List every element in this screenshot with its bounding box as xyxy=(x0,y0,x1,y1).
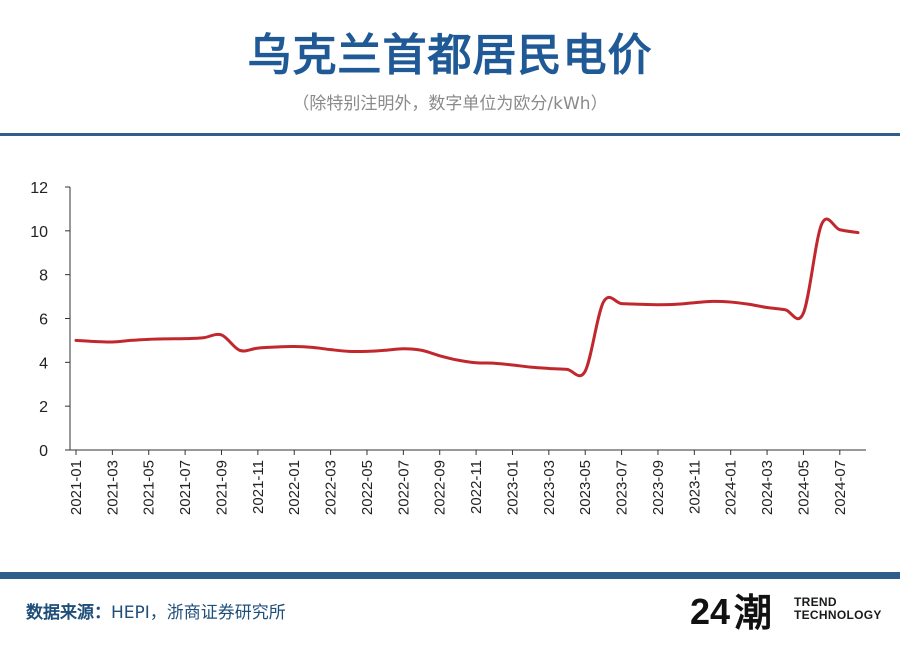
data-point xyxy=(566,368,568,370)
x-tick-label: 2021-07 xyxy=(177,460,194,515)
footer-divider xyxy=(0,572,900,579)
plot-area xyxy=(74,217,860,378)
logo-line-technology: TECHNOLOGY xyxy=(794,608,882,622)
brand-logo: 24 潮 TREND TECHNOLOGY xyxy=(690,588,882,640)
data-point xyxy=(366,350,368,352)
source-label: 数据来源： xyxy=(26,603,111,623)
data-point xyxy=(420,349,423,351)
x-tick-label: 2022-07 xyxy=(395,460,412,515)
data-point xyxy=(639,303,641,305)
series-line xyxy=(74,217,860,378)
x-tick-label: 2023-07 xyxy=(614,460,631,515)
data-point xyxy=(730,301,732,303)
x-tick-label: 2022-03 xyxy=(323,460,340,515)
y-tick-label: 10 xyxy=(30,224,48,241)
data-point xyxy=(184,338,186,340)
data-point xyxy=(257,347,259,349)
data-point xyxy=(111,341,113,343)
data-point xyxy=(602,301,604,303)
x-tick-label: 2023-11 xyxy=(686,460,703,514)
data-point xyxy=(784,309,786,311)
x-axis-ticks: 2021-01 2021-03 2021-05 2021-07 2021-09 2021-… xyxy=(68,450,849,515)
logo-glyph: 潮 xyxy=(734,591,772,635)
x-tick-label: 2023-03 xyxy=(541,460,558,515)
y-tick-label: 12 xyxy=(30,180,48,197)
x-tick-label: 2021-11 xyxy=(250,460,267,514)
logo-number: 24 xyxy=(690,591,730,632)
x-tick-label: 2022-09 xyxy=(432,460,449,515)
data-point xyxy=(439,355,441,357)
data-point xyxy=(475,362,477,364)
data-point xyxy=(402,348,404,350)
x-tick-label: 2024-03 xyxy=(759,460,776,515)
source-text: HEPI，浙商证券研究所 xyxy=(111,603,286,623)
data-point xyxy=(511,364,514,366)
source-note: 数据来源：HEPI，浙商证券研究所 xyxy=(26,601,286,625)
data-point xyxy=(75,339,77,342)
chart-axes xyxy=(69,187,866,451)
x-tick-label: 2024-01 xyxy=(723,460,740,515)
data-point xyxy=(802,312,805,314)
logo-line-trend: TREND xyxy=(794,595,837,609)
y-tick-label: 4 xyxy=(39,355,48,372)
x-tick-label: 2023-09 xyxy=(650,460,667,515)
x-tick-label: 2024-05 xyxy=(795,460,812,515)
data-point xyxy=(748,303,750,305)
data-point xyxy=(839,229,841,231)
data-point xyxy=(348,350,350,352)
data-point xyxy=(457,359,459,361)
data-point xyxy=(202,337,204,339)
data-point xyxy=(675,303,677,305)
data-point xyxy=(530,366,532,368)
x-tick-label: 2021-03 xyxy=(104,460,121,515)
data-point xyxy=(584,370,586,372)
data-point xyxy=(129,339,132,342)
x-tick-label: 2023-05 xyxy=(577,460,594,515)
data-point xyxy=(93,340,95,343)
logo-mark: 24 潮 xyxy=(690,591,772,635)
data-point xyxy=(821,223,823,225)
chart-subtitle: （除特别注明外，数字单位为欧分/kWh） xyxy=(292,94,608,114)
data-point xyxy=(293,345,295,348)
data-point xyxy=(620,302,623,305)
data-point xyxy=(857,231,859,234)
data-point xyxy=(384,349,386,351)
y-tick-label: 8 xyxy=(39,268,48,285)
x-tick-label: 2022-01 xyxy=(286,460,303,515)
x-tick-label: 2021-01 xyxy=(68,460,85,515)
data-point xyxy=(711,300,714,303)
data-point xyxy=(330,349,332,351)
x-tick-label: 2023-01 xyxy=(504,460,521,515)
data-point xyxy=(693,302,695,304)
data-point xyxy=(148,338,150,340)
data-point xyxy=(166,338,168,340)
x-tick-label: 2022-11 xyxy=(468,460,485,514)
chart-title: 乌克兰首都居民电价 xyxy=(247,30,653,81)
y-tick-label: 6 xyxy=(39,312,48,329)
data-point xyxy=(239,349,241,351)
data-point xyxy=(275,346,277,348)
y-tick-label: 0 xyxy=(39,443,48,460)
x-tick-label: 2022-05 xyxy=(359,460,376,515)
data-point xyxy=(766,306,768,309)
data-point xyxy=(657,304,659,306)
header-divider xyxy=(0,133,900,136)
x-tick-label: 2024-07 xyxy=(832,460,849,515)
y-axis-ticks: 0 2 4 6 8 10 12 xyxy=(30,180,70,460)
data-point xyxy=(493,362,495,364)
data-point xyxy=(311,346,314,349)
y-tick-label: 2 xyxy=(39,399,48,416)
x-tick-label: 2021-09 xyxy=(213,460,230,515)
data-point xyxy=(220,334,223,336)
data-point xyxy=(548,367,550,370)
x-tick-label: 2021-05 xyxy=(141,460,158,515)
